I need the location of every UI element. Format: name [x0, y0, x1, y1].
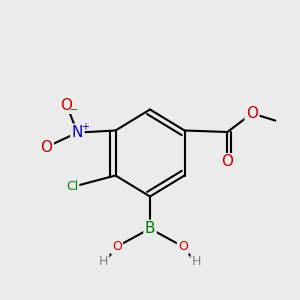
Text: H: H: [99, 255, 108, 268]
Text: O: O: [221, 154, 233, 169]
Text: N: N: [72, 125, 83, 140]
Text: Cl: Cl: [66, 180, 78, 193]
Text: O: O: [112, 240, 122, 253]
Text: +: +: [81, 122, 89, 132]
Text: O: O: [40, 140, 52, 154]
Text: O: O: [61, 98, 73, 112]
Text: H: H: [192, 255, 201, 268]
Text: O: O: [246, 106, 258, 121]
Text: O: O: [178, 240, 188, 253]
Text: B: B: [145, 221, 155, 236]
Text: −: −: [70, 105, 78, 116]
